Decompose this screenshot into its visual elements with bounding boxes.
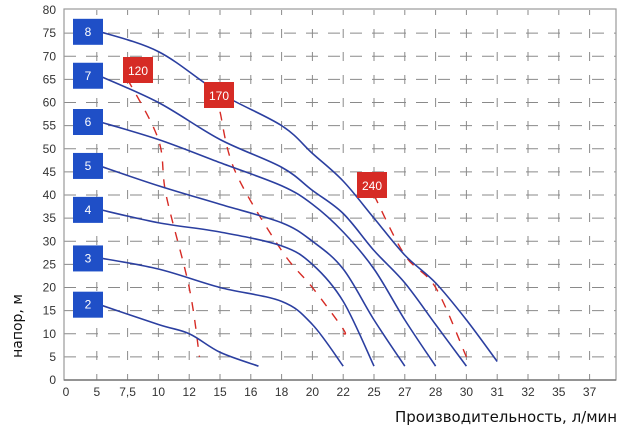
x-tick-label: 25 <box>367 385 381 399</box>
x-tick-label: 16 <box>244 385 258 399</box>
x-tick-label: 15 <box>213 385 227 399</box>
efficiency-lines <box>126 79 468 358</box>
y-tick-label: 35 <box>43 211 57 225</box>
svg-text:8: 8 <box>85 25 92 39</box>
svg-text:120: 120 <box>128 64 148 78</box>
pump-curves <box>96 30 498 367</box>
x-tick-label: 31 <box>491 385 505 399</box>
x-tick-label: 18 <box>275 385 289 399</box>
x-tick-label: 30 <box>460 385 474 399</box>
y-tick-label: 25 <box>43 257 57 271</box>
pump-curve-2 <box>96 302 259 367</box>
x-tick-label: 12 <box>183 385 197 399</box>
y-tick-label: 65 <box>43 72 57 86</box>
x-tick-label: 10 <box>152 385 166 399</box>
x-tick-label: 5 <box>93 385 100 399</box>
x-tick-label: 7,5 <box>119 385 136 399</box>
x-tick-label: 28 <box>429 385 443 399</box>
y-tick-label: 70 <box>43 49 57 63</box>
y-tick-label: 15 <box>43 304 57 318</box>
y-axis-ticks: 0 5 10 15 20 25 30 35 40 45 50 55 60 65 70 75 80 <box>43 3 57 387</box>
efficiency-badge-120: 120 <box>123 57 153 83</box>
y-tick-label: 40 <box>43 188 57 202</box>
svg-text:5: 5 <box>85 159 92 173</box>
curve-badges: 2 3 4 5 6 7 8 <box>73 18 103 318</box>
y-tick-label: 60 <box>43 96 57 110</box>
svg-text:240: 240 <box>362 179 382 193</box>
pump-curve-6 <box>96 120 437 367</box>
svg-text:3: 3 <box>85 251 92 265</box>
y-tick-label: 80 <box>43 3 57 17</box>
efficiency-badge-240: 240 <box>357 172 387 198</box>
plot-frame <box>63 8 617 381</box>
curve-badge-7: 7 <box>73 62 103 89</box>
y-tick-label: 10 <box>43 327 57 341</box>
pump-curve-7 <box>96 74 468 367</box>
x-tick-label: 32 <box>521 385 535 399</box>
x-axis-ticks: 0 5 7,5 10 12 15 16 18 20 22 25 27 28 30 31 32 35 37 <box>63 385 597 399</box>
x-tick-label: 27 <box>398 385 412 399</box>
x-tick-label: 35 <box>552 385 566 399</box>
y-tick-label: 30 <box>43 234 57 248</box>
svg-text:4: 4 <box>85 203 92 217</box>
curve-badge-5: 5 <box>73 152 103 179</box>
y-tick-label: 5 <box>49 350 56 364</box>
y-tick-label: 45 <box>43 165 57 179</box>
y-tick-label: 55 <box>43 119 57 133</box>
y-axis-label: напор, м <box>9 294 26 358</box>
y-tick-label: 50 <box>43 142 57 156</box>
svg-text:170: 170 <box>209 89 229 103</box>
y-tick-label: 0 <box>49 373 56 387</box>
x-axis-label: Производительность, л/мин <box>395 408 618 426</box>
curve-badge-2: 2 <box>73 291 103 318</box>
pump-curve-3 <box>96 256 344 367</box>
pump-curve-8 <box>96 30 498 362</box>
curve-badge-3: 3 <box>73 245 103 272</box>
svg-text:6: 6 <box>85 115 92 129</box>
y-tick-label: 75 <box>43 26 57 40</box>
svg-text:7: 7 <box>85 69 92 83</box>
efficiency-line-240 <box>373 194 468 358</box>
curve-badge-8: 8 <box>73 18 103 45</box>
x-tick-label: 20 <box>306 385 320 399</box>
curve-badge-6: 6 <box>73 109 103 135</box>
y-tick-label: 20 <box>43 281 57 295</box>
svg-text:2: 2 <box>85 298 92 312</box>
pump-curve-5 <box>96 164 406 367</box>
efficiency-badge-170: 170 <box>204 82 234 108</box>
x-tick-label: 22 <box>337 385 351 399</box>
pump-curve-4 <box>96 208 375 367</box>
efficiency-line-170 <box>219 111 347 335</box>
curve-badge-4: 4 <box>73 196 103 223</box>
x-tick-label: 0 <box>63 385 70 399</box>
efficiency-badges: 120 170 240 <box>123 57 387 198</box>
grid <box>64 10 616 380</box>
x-tick-label: 37 <box>583 385 597 399</box>
